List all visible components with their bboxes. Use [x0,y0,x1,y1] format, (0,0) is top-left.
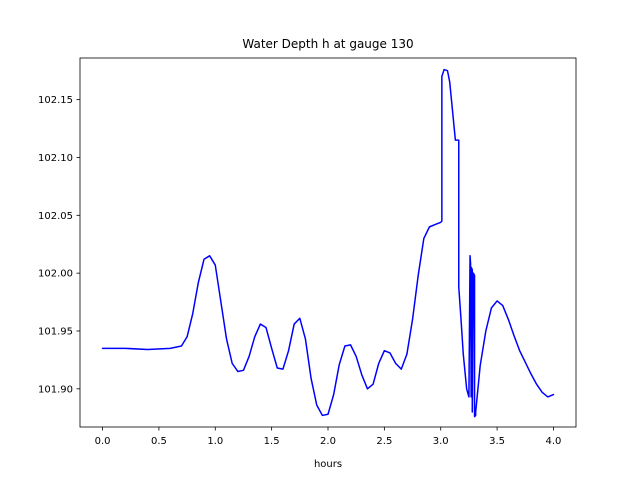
series-line-0 [101,68,555,418]
y-tick-label: 102.10 [38,153,73,164]
y-tick-label: 102.00 [38,269,73,280]
x-tick-label: 3.5 [489,436,505,447]
x-axis-title: hours [314,459,342,470]
x-tick-label: 4.0 [546,436,562,447]
y-tick-label: 101.90 [38,384,73,395]
x-tick-label: 0.0 [95,436,111,447]
chart-title: Water Depth h at gauge 130 [242,37,413,51]
y-tick-label: 101.95 [38,326,73,337]
x-tick-label: 3.0 [433,436,449,447]
x-tick-label: 2.5 [376,436,392,447]
y-tick-label: 102.15 [38,95,73,106]
x-tick-label: 1.5 [264,436,280,447]
x-tick-label: 2.0 [320,436,336,447]
plot-area: 0.0 0.5 1.0 1.5 2.0 2.5 3.0 3.5 4.0 101.90 101.95 1… [38,57,577,447]
y-tick-label: 102.05 [38,211,73,222]
x-tick-label: 1.0 [207,436,223,447]
x-tick-label: 0.5 [151,436,167,447]
